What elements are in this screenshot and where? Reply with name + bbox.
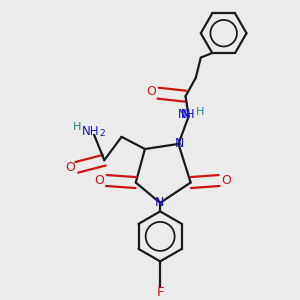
Text: 2: 2 bbox=[100, 129, 106, 138]
Text: N: N bbox=[180, 108, 190, 121]
Text: O: O bbox=[95, 174, 104, 187]
Text: N: N bbox=[180, 108, 190, 121]
Text: N: N bbox=[174, 137, 184, 150]
Text: O: O bbox=[146, 85, 156, 98]
Text: O: O bbox=[65, 161, 75, 174]
Text: NH: NH bbox=[177, 109, 195, 122]
Text: NH: NH bbox=[82, 125, 100, 138]
Text: F: F bbox=[156, 286, 164, 299]
Text: H: H bbox=[196, 107, 204, 117]
Text: O: O bbox=[221, 174, 231, 187]
Text: N: N bbox=[155, 196, 164, 209]
Text: H: H bbox=[73, 122, 82, 132]
